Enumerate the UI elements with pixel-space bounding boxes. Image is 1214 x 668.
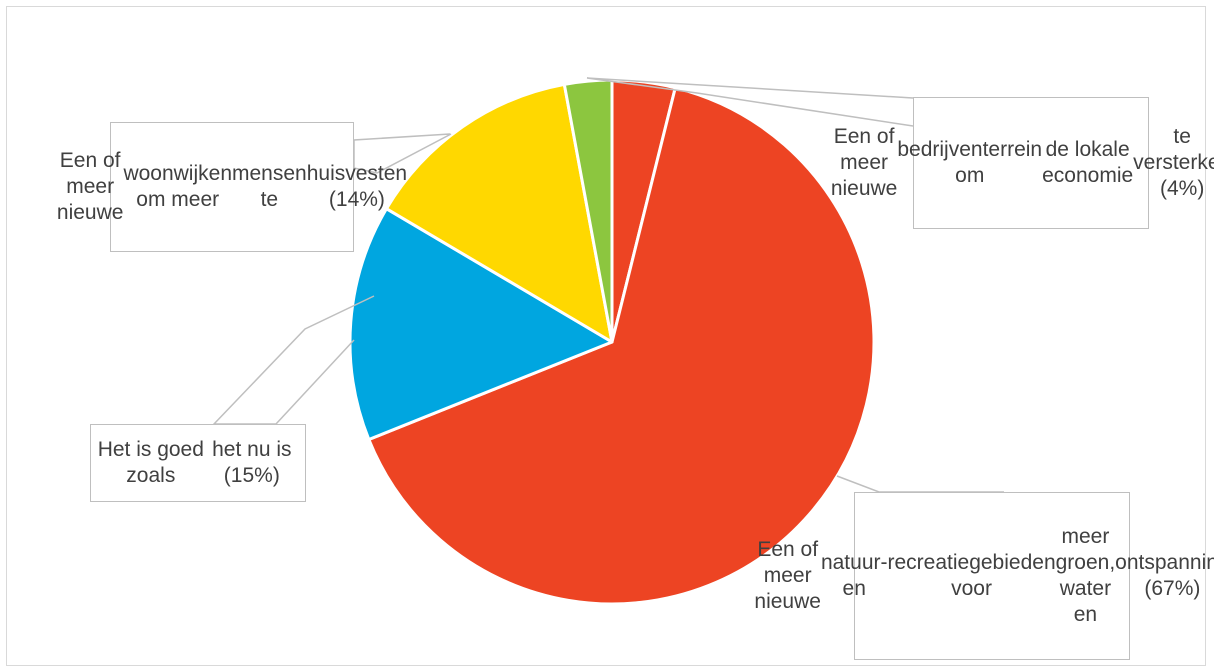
callout-line: huisvesten (14%)	[306, 162, 408, 211]
callout-woonwijken: Een of meer nieuwe woonwijken om meer me…	[57, 122, 407, 252]
callout-line: Een of meer nieuwe	[830, 125, 898, 200]
callout-line: de lokale economie	[1042, 138, 1134, 187]
callout-line: ontspanning (67%)	[1115, 551, 1214, 600]
callout-line: meer groen, water en	[1055, 525, 1116, 626]
callout-line: Een of meer nieuwe	[754, 538, 821, 613]
callout-line: Een of meer nieuwe	[56, 149, 124, 224]
callout-natuur-recreatie: Een of meer nieuwe natuur- en recreatieg…	[754, 492, 1214, 660]
callout-bedrijventerrein: Een of meer nieuwe bedrijventerrein om d…	[831, 97, 1214, 229]
pie-slice-1	[367, 86, 876, 606]
callout-line: Het is goed zoals	[97, 438, 204, 487]
callout-line: woonwijken om meer	[123, 162, 232, 211]
callout-line: mensen te	[232, 162, 307, 211]
callout-goed-zoals-nu: Het is goed zoals het nu is (15%)	[90, 424, 306, 502]
callout-line: recreatiegebieden voor	[887, 551, 1056, 600]
callout-line: bedrijventerrein om	[897, 138, 1043, 187]
leader-line-woonwijken	[353, 133, 452, 174]
callout-line: te versterken (4%)	[1133, 125, 1214, 200]
pie-slices	[348, 78, 876, 606]
pie-slice-3	[384, 82, 614, 344]
leader-line-natuur-recreatie	[836, 475, 1004, 493]
pie-slice-2	[348, 207, 614, 441]
leader-line-bedrijventerrein	[586, 77, 914, 127]
callout-line: het nu is (15%)	[212, 438, 292, 487]
callout-line: natuur- en	[820, 551, 888, 600]
